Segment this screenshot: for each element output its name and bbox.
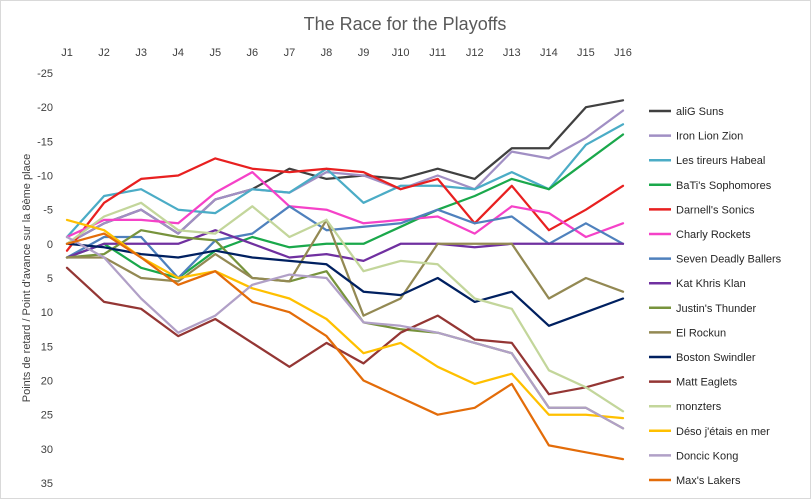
- legend-label: Seven Deadly Ballers: [676, 254, 782, 266]
- x-tick-label: J16: [614, 47, 632, 59]
- y-axis: -25 -20 -15 -10 -5 0 5 10 15 20 25 30 35: [37, 68, 53, 490]
- x-tick-label: J1: [61, 47, 73, 59]
- x-tick-label: J12: [466, 47, 484, 59]
- legend-item: monzters: [649, 401, 722, 413]
- legend-item: Justin's Thunder: [649, 303, 757, 315]
- legend-item: Les tireurs Habeal: [649, 155, 765, 167]
- series-line-5: [65, 170, 625, 239]
- legend-label: Doncic Kong: [676, 450, 738, 462]
- series-line-8: [65, 229, 625, 430]
- y-tick-label: 5: [47, 273, 53, 285]
- legend-item: Kat Khris Klan: [649, 278, 746, 290]
- series-line-12: [65, 201, 625, 413]
- legend-label: Boston Swindler: [676, 352, 756, 364]
- legend-label: Déso j'étais en mer: [676, 426, 770, 438]
- legend-item: BaTi's Sophomores: [649, 180, 772, 192]
- y-tick-label: -20: [37, 102, 53, 114]
- y-tick-label: -25: [37, 68, 53, 80]
- legend-item: aliG Suns: [649, 106, 724, 118]
- y-tick-label: -5: [43, 205, 53, 217]
- y-axis-label: Points de retard / Point d'avance sur la…: [21, 154, 33, 403]
- legend-item: Doncic Kong: [649, 450, 738, 462]
- x-tick-label: J9: [358, 47, 370, 59]
- x-tick-label: J13: [503, 47, 521, 59]
- legend-label: monzters: [676, 401, 722, 413]
- legend-label: BaTi's Sophomores: [676, 180, 772, 192]
- y-tick-label: -15: [37, 136, 53, 148]
- legend-item: Boston Swindler: [649, 352, 756, 364]
- legend-item: Matt Eaglets: [649, 377, 738, 389]
- series-line-4: [65, 157, 625, 252]
- series-line-9: [65, 218, 625, 317]
- series-line-11: [65, 266, 625, 396]
- y-tick-label: -10: [37, 171, 53, 183]
- series-line-7: [65, 229, 625, 263]
- x-tick-label: J4: [172, 47, 184, 59]
- y-tick-label: 25: [41, 410, 53, 422]
- legend: aliG Suns Iron Lion Zion Les tireurs Habea…: [649, 106, 782, 487]
- series-line-13: [65, 218, 625, 420]
- legend-item: Max's Lakers: [649, 475, 741, 487]
- y-tick-label: 30: [41, 444, 53, 456]
- legend-item: Iron Lion Zion: [649, 131, 743, 143]
- series-line-0: [65, 99, 625, 245]
- legend-label: Les tireurs Habeal: [676, 155, 765, 167]
- legend-label: Charly Rockets: [676, 229, 751, 241]
- legend-item: Seven Deadly Ballers: [649, 254, 782, 266]
- legend-item: Déso j'étais en mer: [649, 426, 770, 438]
- y-tick-label: 15: [41, 341, 53, 353]
- legend-label: Justin's Thunder: [676, 303, 757, 315]
- x-tick-label: J11: [429, 47, 446, 59]
- legend-item: Darnell's Sonics: [649, 204, 755, 216]
- x-tick-label: J14: [540, 47, 558, 59]
- x-tick-label: J6: [247, 47, 259, 59]
- series-line-14: [65, 235, 625, 430]
- series-line-6: [65, 205, 625, 280]
- legend-label: El Rockun: [676, 327, 726, 339]
- chart-title: The Race for the Playoffs: [304, 14, 507, 34]
- x-tick-label: J15: [577, 47, 595, 59]
- y-tick-label: 35: [41, 478, 53, 490]
- x-tick-label: J5: [209, 47, 221, 59]
- legend-label: Max's Lakers: [676, 475, 741, 487]
- x-tick-label: J3: [135, 47, 147, 59]
- series-lines: [65, 99, 625, 461]
- y-tick-label: 20: [41, 376, 53, 388]
- series-line-15: [65, 232, 625, 461]
- y-tick-label: 10: [41, 307, 53, 319]
- x-axis: J1 J2 J3 J4 J5 J6 J7 J8 J9 J10 J11 J12 J13 J14 J15 J16: [61, 47, 632, 59]
- x-tick-label: J2: [98, 47, 110, 59]
- series-line-10: [65, 242, 625, 327]
- x-tick-label: J10: [392, 47, 410, 59]
- legend-label: Kat Khris Klan: [676, 278, 746, 290]
- legend-item: El Rockun: [649, 327, 726, 339]
- legend-label: Iron Lion Zion: [676, 131, 743, 143]
- series-line-2: [65, 123, 625, 239]
- legend-label: Matt Eaglets: [676, 377, 738, 389]
- legend-label: aliG Suns: [676, 106, 724, 118]
- legend-label: Darnell's Sonics: [676, 204, 755, 216]
- x-tick-label: J8: [321, 47, 333, 59]
- legend-item: Charly Rockets: [649, 229, 751, 241]
- x-tick-label: J7: [284, 47, 296, 59]
- y-tick-label: 0: [47, 239, 53, 251]
